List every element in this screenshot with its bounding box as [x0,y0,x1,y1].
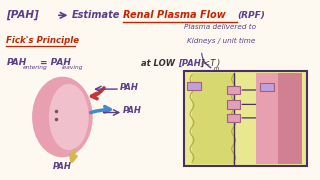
Text: PAH: PAH [120,83,139,92]
Text: Renal Plasma Flow: Renal Plasma Flow [123,10,226,20]
Text: PAH: PAH [6,58,27,67]
Text: Fick's Principle: Fick's Principle [6,36,80,45]
Text: = PAH: = PAH [40,58,71,67]
Text: Kidneys / unit time: Kidneys / unit time [187,38,256,44]
Text: entering: entering [23,65,48,70]
Text: Estimate: Estimate [72,10,120,20]
Text: leaving: leaving [62,65,84,70]
FancyBboxPatch shape [184,71,307,166]
Text: PAH: PAH [53,162,72,171]
Text: (<T: (<T [200,59,215,68]
Ellipse shape [33,77,92,157]
Text: PAH: PAH [123,106,142,115]
FancyBboxPatch shape [192,73,234,164]
FancyArrowPatch shape [202,53,211,68]
Text: (RPF): (RPF) [237,11,265,20]
Ellipse shape [50,85,88,149]
FancyBboxPatch shape [227,114,240,122]
FancyBboxPatch shape [187,82,201,90]
Text: Plasma delivered to: Plasma delivered to [184,24,256,30]
FancyBboxPatch shape [227,86,240,94]
Text: at LOW: at LOW [141,59,175,68]
Text: m: m [214,66,219,71]
FancyBboxPatch shape [227,100,240,109]
FancyBboxPatch shape [260,83,274,91]
FancyBboxPatch shape [256,73,302,164]
Text: [PAH]: [PAH] [178,59,204,68]
Text: ): ) [217,59,220,68]
Text: [PAH]: [PAH] [6,10,39,20]
FancyBboxPatch shape [278,73,302,164]
